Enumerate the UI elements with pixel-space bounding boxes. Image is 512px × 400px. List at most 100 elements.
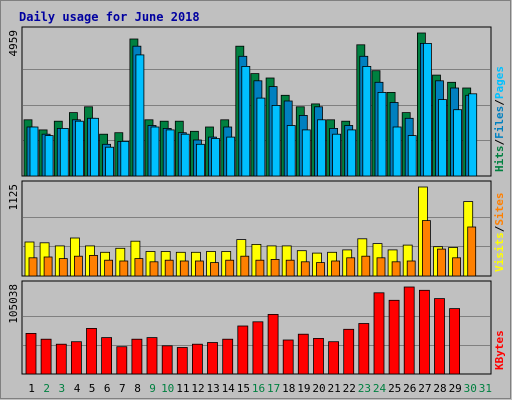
bar-sites	[225, 259, 235, 277]
legend-item-sites: Sites	[493, 193, 506, 226]
day-label: 22	[343, 382, 356, 395]
day-label: 25	[388, 382, 401, 395]
bar-pages	[241, 66, 251, 177]
panel-visits-sites: 1125 Visits/Sites	[7, 180, 506, 277]
bar-kbytes	[131, 338, 143, 375]
legend: Visits/Sites	[493, 193, 506, 273]
chart-title: Daily usage for June 2018	[19, 10, 200, 24]
bar-kbytes	[373, 292, 385, 375]
bar-kbytes	[297, 333, 309, 375]
legend-item-hits: Hits	[493, 146, 506, 173]
bar-kbytes	[176, 347, 188, 375]
bar-sites	[179, 260, 189, 277]
day-label: 31	[479, 382, 492, 395]
bar-pages	[271, 105, 281, 177]
bar-sites	[255, 259, 265, 277]
bar-pages	[377, 92, 387, 177]
bar-kbytes	[282, 339, 294, 375]
day-label: 3	[58, 382, 65, 395]
bar-sites	[331, 260, 341, 277]
bar-kbytes	[434, 298, 445, 375]
bar-pages	[29, 126, 39, 177]
bar-sites	[134, 258, 144, 277]
day-label: 17	[267, 382, 280, 395]
chart-panels: 4959Hits/Files/Pages1125Visits/Sites1050…	[7, 26, 506, 375]
y-max-label: 1125	[7, 184, 20, 211]
bar-sites	[285, 259, 295, 277]
day-label: 14	[222, 382, 236, 395]
bar-pages	[180, 133, 190, 177]
day-label: 20	[312, 382, 325, 395]
bar-kbytes	[418, 289, 430, 375]
bar-pages	[226, 136, 236, 177]
bar-sites	[89, 254, 98, 277]
bar-pages	[135, 54, 145, 177]
day-label: 23	[358, 382, 371, 395]
bar-kbytes	[343, 328, 355, 375]
bar-sites	[467, 226, 477, 277]
bar-pages	[165, 129, 175, 177]
y-max-label: 105038	[7, 284, 20, 324]
day-label: 26	[403, 382, 416, 395]
bar-pages	[59, 127, 69, 177]
bar-pages	[75, 120, 84, 177]
day-label: 28	[433, 382, 446, 395]
day-labels: 1 2 3 4 5 6 7 8 9 10 11 12 13 14 15 16 17 18 19 20 21 22 23 24 2…	[28, 382, 492, 395]
bar-sites	[28, 257, 38, 277]
day-label: 24	[373, 382, 387, 395]
bar-kbytes	[328, 341, 340, 375]
bar-pages	[453, 109, 463, 177]
bar-kbytes	[222, 338, 234, 375]
bar-kbytes	[40, 338, 52, 375]
bar-pages	[332, 133, 342, 177]
bar-kbytes	[313, 337, 324, 375]
bar-kbytes	[449, 308, 461, 375]
day-label: 30	[464, 382, 477, 395]
day-label: 15	[237, 382, 250, 395]
bar-sites	[43, 256, 53, 277]
day-label: 29	[449, 382, 462, 395]
bar-kbytes	[116, 346, 128, 375]
panel-kbytes: 105038 KBytes	[7, 280, 506, 375]
bar-pages	[150, 126, 160, 177]
bar-pages	[362, 66, 372, 177]
day-label: 12	[191, 382, 204, 395]
legend-item-pages: Pages	[493, 66, 506, 99]
bar-pages	[407, 135, 417, 177]
legend-separator: /	[493, 225, 506, 232]
day-label: 27	[418, 382, 431, 395]
bar-kbytes	[146, 337, 158, 375]
bar-kbytes	[71, 341, 82, 375]
day-label: 13	[206, 382, 219, 395]
legend: KBytes	[493, 330, 506, 370]
bar-pages	[120, 140, 130, 177]
bar-kbytes	[191, 343, 203, 375]
day-label: 2	[43, 382, 50, 395]
bar-pages	[438, 99, 447, 177]
day-label: 10	[161, 382, 174, 395]
bar-kbytes	[86, 327, 97, 375]
bar-sites	[270, 258, 280, 277]
bar-sites	[149, 261, 159, 277]
legend-item-visits: Visits	[493, 232, 506, 272]
legend-separator: /	[493, 139, 506, 146]
bar-pages	[90, 117, 99, 177]
bar-pages	[211, 138, 220, 177]
bar-sites	[316, 262, 325, 277]
day-label: 18	[282, 382, 295, 395]
bar-pages	[347, 129, 357, 177]
bar-pages	[195, 143, 205, 177]
bar-pages	[44, 135, 54, 177]
bar-sites	[58, 258, 68, 277]
day-label: 4	[74, 382, 81, 395]
legend-item-kbytes: KBytes	[493, 330, 506, 370]
bar-sites	[194, 260, 204, 277]
bar-kbytes	[101, 337, 112, 375]
day-label: 1	[28, 382, 35, 395]
bar-kbytes	[207, 342, 218, 375]
bar-sites	[406, 260, 416, 277]
bar-pages	[256, 97, 266, 177]
